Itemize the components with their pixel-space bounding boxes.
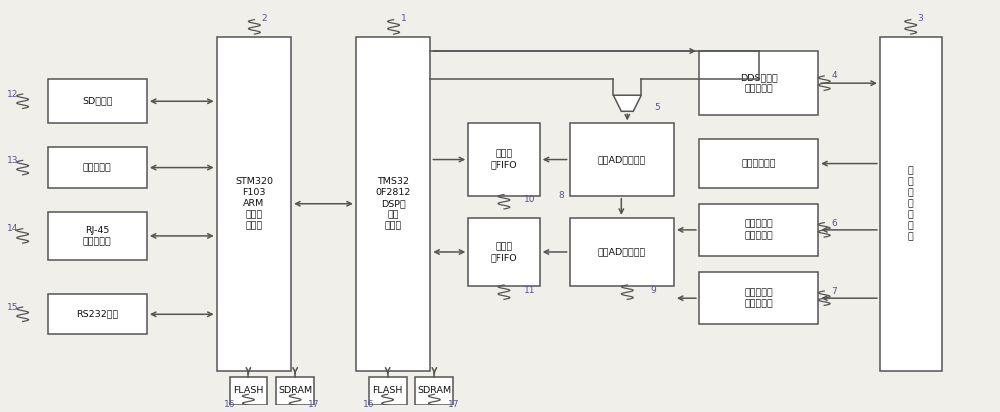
Bar (48, 147, 147, 188)
Text: 1: 1 (401, 14, 406, 23)
Text: FLASH: FLASH (233, 386, 264, 395)
Bar (369, 377, 407, 405)
Text: 14: 14 (7, 224, 18, 233)
Text: 触摸屏模块: 触摸屏模块 (83, 163, 112, 172)
Text: FLASH: FLASH (372, 386, 403, 395)
Text: TMS32
0F2812
DSP数
据处
理模块: TMS32 0F2812 DSP数 据处 理模块 (375, 177, 411, 230)
Bar (48, 212, 147, 260)
Bar (880, 37, 942, 370)
Bar (276, 377, 314, 405)
Text: 13: 13 (7, 156, 18, 165)
Bar (356, 37, 430, 370)
Text: 11: 11 (524, 286, 536, 295)
Text: 频率跟踪电路: 频率跟踪电路 (741, 159, 776, 168)
Text: RS232串口: RS232串口 (76, 310, 118, 319)
Bar (468, 123, 540, 196)
Text: SDRAM: SDRAM (417, 386, 451, 395)
Text: 第二高
速FIFO: 第二高 速FIFO (491, 242, 517, 262)
Text: 9: 9 (650, 286, 656, 295)
Polygon shape (613, 95, 641, 111)
Text: 第一AD模数转换: 第一AD模数转换 (598, 155, 646, 164)
Text: SD卡接口: SD卡接口 (82, 97, 112, 106)
Text: DDS扫描信
号发生模块: DDS扫描信 号发生模块 (740, 73, 777, 93)
Bar (217, 37, 291, 370)
Bar (230, 377, 267, 405)
Text: 4: 4 (831, 71, 837, 80)
Text: 8: 8 (559, 191, 565, 200)
Text: SDRAM: SDRAM (278, 386, 312, 395)
Text: RJ-45
以太网接口: RJ-45 以太网接口 (83, 226, 112, 246)
Text: 5: 5 (654, 103, 660, 112)
Text: 16: 16 (363, 400, 374, 409)
Text: 17: 17 (308, 400, 320, 409)
Bar (699, 139, 818, 188)
Text: 2: 2 (262, 14, 267, 23)
Bar (48, 79, 147, 123)
Text: 第二AD模数转换: 第二AD模数转换 (598, 248, 646, 257)
Text: 7: 7 (831, 287, 837, 296)
Text: STM320
F103
ARM
控制管
理模块: STM320 F103 ARM 控制管 理模块 (235, 177, 273, 230)
Bar (699, 51, 818, 115)
Text: 16: 16 (224, 400, 235, 409)
Text: 3: 3 (918, 14, 924, 23)
Bar (415, 377, 453, 405)
Text: 第一高
速FIFO: 第一高 速FIFO (491, 150, 517, 170)
Bar (48, 294, 147, 335)
Text: 12: 12 (7, 89, 18, 98)
Text: 15: 15 (7, 302, 18, 311)
Bar (468, 218, 540, 286)
Text: 待
测
变
压
器
绕
组: 待 测 变 压 器 绕 组 (908, 166, 914, 241)
Bar (570, 218, 674, 286)
Text: 第二信号采
集调整电路: 第二信号采 集调整电路 (744, 288, 773, 308)
Bar (699, 272, 818, 324)
Text: 10: 10 (524, 195, 536, 204)
Text: 第一信号采
集调整电路: 第一信号采 集调整电路 (744, 220, 773, 240)
Text: 17: 17 (448, 400, 459, 409)
Bar (699, 204, 818, 256)
Bar (570, 123, 674, 196)
Text: 6: 6 (831, 218, 837, 227)
